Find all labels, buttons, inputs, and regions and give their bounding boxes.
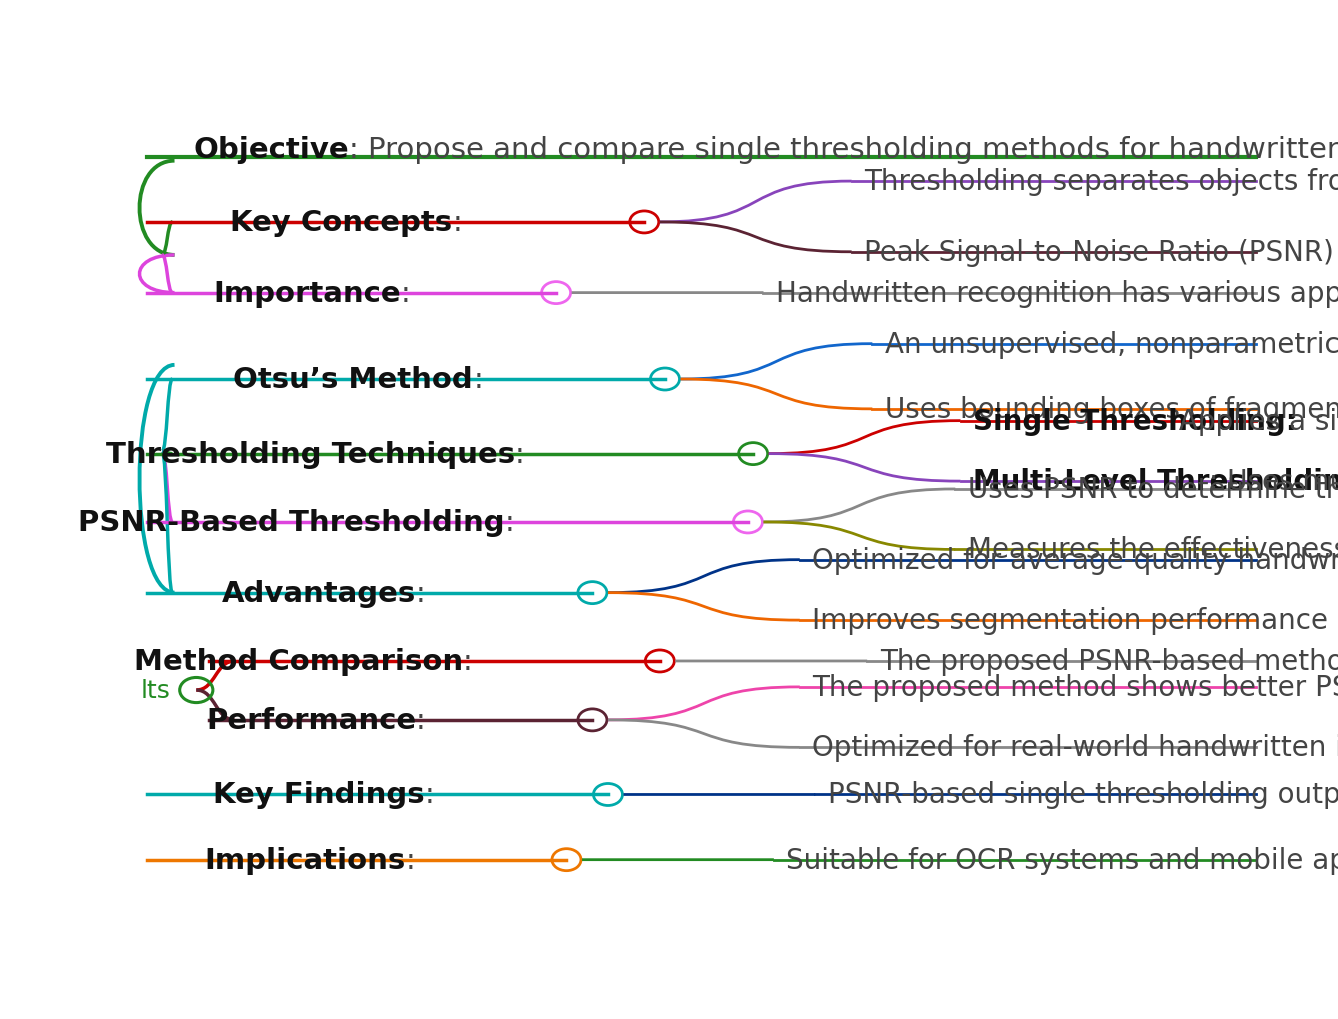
Text: :: :	[405, 846, 416, 874]
Text: Importance: Importance	[213, 279, 400, 308]
Text: :: :	[416, 706, 425, 734]
Text: :: :	[452, 209, 462, 236]
Text: :: :	[504, 508, 514, 536]
Text: Key Findings: Key Findings	[213, 781, 424, 809]
Text: Uses PSNR to determine the qualit: Uses PSNR to determine the qualit	[967, 476, 1338, 503]
Text: Uses bounding boxes of fragments and calculates: Uses bounding boxes of fragments and cal…	[884, 395, 1338, 424]
Text: Suitable for OCR systems and mobile applications involv: Suitable for OCR systems and mobile appl…	[787, 846, 1338, 874]
Text: lts: lts	[140, 679, 170, 702]
Text: :: :	[416, 579, 425, 607]
Text: Measures the effectiveness of sep: Measures the effectiveness of sep	[967, 536, 1338, 564]
Text: :: :	[463, 647, 472, 676]
Text: Optimized for average-quality handwritten images: Optimized for average-quality handwritte…	[812, 546, 1338, 574]
Text: Performance: Performance	[206, 706, 416, 734]
Text: Peak Signal-to-Noise Ratio (PSNR) is used to measure: Peak Signal-to-Noise Ratio (PSNR) is use…	[864, 238, 1338, 267]
Text: Single Thresholding:: Single Thresholding:	[973, 408, 1297, 435]
Text: PSNR-based single thresholding outperforms traditional: PSNR-based single thresholding outperfor…	[828, 781, 1338, 809]
Text: : Propose and compare single thresholding methods for handwritten imag: : Propose and compare single thresholdin…	[349, 136, 1338, 164]
Text: Objective: Objective	[193, 136, 349, 164]
Text: PSNR-Based Thresholding: PSNR-Based Thresholding	[78, 508, 504, 536]
Text: Key Concepts: Key Concepts	[230, 209, 452, 236]
Text: Method Comparison: Method Comparison	[134, 647, 463, 676]
Text: :: :	[400, 279, 411, 308]
Text: Advantages: Advantages	[222, 579, 416, 607]
Text: The proposed PSNR-based method is: The proposed PSNR-based method is	[879, 647, 1338, 676]
Text: : Uses multip: : Uses multip	[1210, 468, 1338, 495]
Text: Applies a single: Applies a single	[1169, 408, 1338, 435]
Text: :: :	[515, 440, 524, 468]
Text: Optimized for real-world handwritten images w: Optimized for real-world handwritten ima…	[812, 734, 1338, 761]
Text: :: :	[424, 781, 434, 809]
Text: Implications: Implications	[205, 846, 405, 874]
Text: Otsu’s Method: Otsu’s Method	[233, 366, 474, 393]
Text: Handwritten recognition has various applications in mobil: Handwritten recognition has various appl…	[776, 279, 1338, 308]
Text: :: :	[474, 366, 483, 393]
Text: Thresholding separates objects from the background: Thresholding separates objects from the …	[864, 168, 1338, 196]
Text: An unsupervised, nonparametric method for autom: An unsupervised, nonparametric method fo…	[884, 330, 1338, 359]
Text: Multi-Level Thresholding: Multi-Level Thresholding	[973, 468, 1338, 495]
Text: The proposed method shows better PSNR valu: The proposed method shows better PSNR va…	[812, 674, 1338, 701]
Text: Thresholding Techniques: Thresholding Techniques	[106, 440, 515, 468]
Text: Improves segmentation performance compared to: Improves segmentation performance compar…	[812, 606, 1338, 635]
